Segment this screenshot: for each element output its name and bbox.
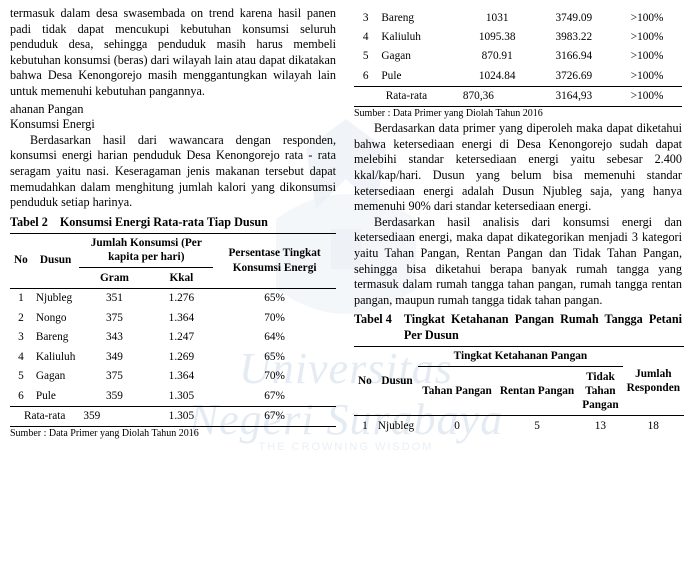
table3-cell: 3: [354, 8, 377, 27]
table3-cell: 870.91: [459, 47, 536, 66]
table2-avg-gram: 359: [79, 406, 149, 426]
table2-head-kkal: Kkal: [150, 268, 214, 288]
table2-source: Sumber : Data Primer yang Diolah Tahun 2…: [10, 428, 336, 441]
table2-head-no: No: [10, 233, 32, 288]
table3-cell: 6: [354, 66, 377, 86]
table4-head-tidak: Tidak Tahan Pangan: [578, 367, 622, 416]
table4-caption-title: Tingkat Ketahanan Pangan Rumah Tangga Pe…: [404, 312, 682, 343]
table3-cell: Bareng: [377, 8, 458, 27]
table3-cell: Pule: [377, 66, 458, 86]
table2-cell: 3: [10, 328, 32, 347]
table2-head-jumlah: Jumlah Konsumsi (Per kapita per hari): [79, 233, 213, 268]
table3-avg-b: 3164,93: [536, 86, 613, 106]
table2-avg-label: Rata-rata: [10, 406, 79, 426]
table3-cell: >100%: [612, 8, 682, 27]
table3-cell: 5: [354, 47, 377, 66]
table2-head-gram: Gram: [79, 268, 149, 288]
table4-cell: Njubleg: [376, 416, 418, 436]
table2-head-persen: Persentase Tingkat Konsumsi Energi: [213, 233, 336, 288]
table2-cell: 375: [79, 367, 149, 386]
table4: No Dusun Tingkat Ketahanan Pangan Jumlah…: [354, 346, 684, 436]
table3-cell: 4: [354, 27, 377, 46]
table2-cell: 1.364: [150, 367, 214, 386]
table3-source: Sumber : Data Primer yang Diolah Tahun 2…: [354, 108, 682, 121]
table3-cell: >100%: [612, 47, 682, 66]
right-paragraph-2: Berdasarkan hasil analisis dari konsumsi…: [354, 215, 682, 309]
left-column: termasuk dalam desa swasembada on trend …: [10, 6, 336, 441]
table2-cell: 375: [79, 308, 149, 327]
table4-cell: 18: [623, 416, 684, 436]
table2-cell: 1.276: [150, 288, 214, 308]
table2-cell: 2: [10, 308, 32, 327]
table4-head-group: Tingkat Ketahanan Pangan: [418, 346, 622, 366]
table2-cell: 70%: [213, 367, 336, 386]
table4-head-rentan: Rentan Pangan: [496, 367, 578, 416]
table3-cell: >100%: [612, 27, 682, 46]
table3-cell: 3166.94: [536, 47, 613, 66]
table4-head-no: No: [354, 346, 376, 416]
table2-cell: 1.269: [150, 347, 214, 366]
table2-cell: Njubleg: [32, 288, 80, 308]
table4-caption-label: Tabel 4: [354, 312, 404, 343]
table2-cell: 70%: [213, 308, 336, 327]
table3-avg-a: 870,36: [459, 86, 536, 106]
table3-cell: 3983.22: [536, 27, 613, 46]
table2-cell: 65%: [213, 288, 336, 308]
table2-cell: 1.247: [150, 328, 214, 347]
table3-cell: 3726.69: [536, 66, 613, 86]
table2-cell: 359: [79, 386, 149, 406]
table2-cell: Gagan: [32, 367, 80, 386]
table2-cell: 349: [79, 347, 149, 366]
table2-cell: 64%: [213, 328, 336, 347]
table3-cell: Kaliuluh: [377, 27, 458, 46]
table4-cell: 13: [578, 416, 622, 436]
table3-avg-c: >100%: [612, 86, 682, 106]
sub-heading-konsumsi: Konsumsi Energi: [10, 117, 336, 133]
table4-cell: 0: [418, 416, 496, 436]
table2-cell: 1: [10, 288, 32, 308]
table3-cell: 3749.09: [536, 8, 613, 27]
table2-cell: 5: [10, 367, 32, 386]
table2: No Dusun Jumlah Konsumsi (Per kapita per…: [10, 233, 336, 428]
right-column: 3Bareng10313749.09>100%4Kaliuluh1095.383…: [354, 6, 682, 441]
table3-cell: >100%: [612, 66, 682, 86]
left-paragraph-1: termasuk dalam desa swasembada on trend …: [10, 6, 336, 100]
table3-avg-label: Rata-rata: [354, 86, 459, 106]
table2-avg-pct: 67%: [213, 406, 336, 426]
table2-cell: 4: [10, 347, 32, 366]
table2-avg-kkal: 1.305: [150, 406, 214, 426]
table4-head-tahan: Tahan Pangan: [418, 367, 496, 416]
table2-cell: 1.364: [150, 308, 214, 327]
table3-cell: 1024.84: [459, 66, 536, 86]
table2-caption-label: Tabel 2: [10, 215, 60, 231]
table3-cell: 1031: [459, 8, 536, 27]
table2-cell: Bareng: [32, 328, 80, 347]
table3: 3Bareng10313749.09>100%4Kaliuluh1095.383…: [354, 8, 682, 107]
right-paragraph-1: Berdasarkan data primer yang diperoleh m…: [354, 121, 682, 215]
table2-cell: 6: [10, 386, 32, 406]
table2-caption-title: Konsumsi Energi Rata-rata Tiap Dusun: [60, 215, 268, 231]
table4-cell: 1: [354, 416, 376, 436]
table2-cell: Nongo: [32, 308, 80, 327]
table3-cell: Gagan: [377, 47, 458, 66]
left-paragraph-2: Berdasarkan hasil dari wawancara dengan …: [10, 133, 336, 211]
table4-caption: Tabel 4 Tingkat Ketahanan Pangan Rumah T…: [354, 312, 682, 343]
section-heading-ketahanan: ahanan Pangan: [10, 102, 336, 118]
table2-cell: 343: [79, 328, 149, 347]
table4-head-jumlah: Jumlah Responden: [623, 346, 684, 416]
table2-cell: Pule: [32, 386, 80, 406]
table4-head-dusun: Dusun: [376, 346, 418, 416]
table3-cell: 1095.38: [459, 27, 536, 46]
table2-cell: 67%: [213, 386, 336, 406]
table2-caption: Tabel 2 Konsumsi Energi Rata-rata Tiap D…: [10, 215, 336, 231]
table2-cell: 351: [79, 288, 149, 308]
table2-cell: 1.305: [150, 386, 214, 406]
table2-cell: 65%: [213, 347, 336, 366]
table2-head-dusun: Dusun: [32, 233, 80, 288]
table4-cell: 5: [496, 416, 578, 436]
table2-cell: Kaliuluh: [32, 347, 80, 366]
